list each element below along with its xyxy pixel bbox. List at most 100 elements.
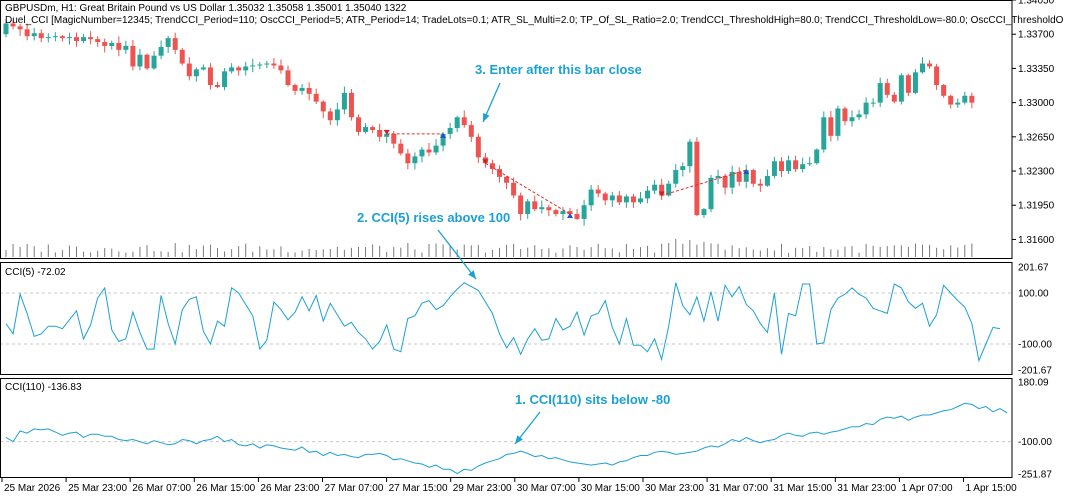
candle-body xyxy=(243,66,249,71)
candle-body xyxy=(891,94,897,102)
candle-body xyxy=(729,172,735,188)
candle-body xyxy=(588,189,594,206)
candle-body xyxy=(45,37,51,39)
candle-body xyxy=(17,26,23,30)
cci5-line xyxy=(5,282,1001,363)
candle-body xyxy=(694,141,700,216)
cci110-tick-label: -100.00 xyxy=(1018,437,1052,448)
candle-body xyxy=(750,170,756,184)
candle-body xyxy=(898,75,904,102)
candle-body xyxy=(616,195,622,203)
time-tick-label: 26 Mar 23:00 xyxy=(260,483,319,494)
candle-body xyxy=(835,108,841,136)
entry-arrow xyxy=(383,129,390,135)
candle-body xyxy=(581,205,587,219)
cci110-tick-label: -251.87 xyxy=(1018,470,1052,481)
time-tick-label: 1 Apr 07:00 xyxy=(901,483,953,494)
time-tick-label: 27 Mar 15:00 xyxy=(389,483,448,494)
candle-body xyxy=(927,63,933,67)
candle-body xyxy=(116,43,122,50)
candle-body xyxy=(468,125,474,137)
price-tick-label: 1.33000 xyxy=(1018,98,1055,109)
candle-body xyxy=(278,65,284,71)
annotation-step2-arrow-head xyxy=(468,270,476,279)
candle-body xyxy=(602,193,608,201)
candle-body xyxy=(299,87,305,91)
candle-body xyxy=(81,37,87,42)
candle-body xyxy=(638,198,643,203)
annotation-step3: 3. Enter after this bar close xyxy=(475,62,642,77)
panel-frames xyxy=(0,0,1013,478)
candle-body xyxy=(539,207,545,210)
price-tick-label: 1.33700 xyxy=(1018,30,1055,41)
candle-body xyxy=(377,129,383,137)
candle-body xyxy=(609,195,615,201)
candle-body xyxy=(828,117,834,136)
candle-body xyxy=(109,43,115,46)
candle-body xyxy=(567,211,573,215)
annotation-step1-arrow-head xyxy=(515,435,523,444)
candle-body xyxy=(102,42,108,46)
candle-body xyxy=(934,66,940,86)
candle-body xyxy=(849,117,855,122)
annotation-step1: 1. CCI(110) sits below -80 xyxy=(515,392,670,407)
panel-frame xyxy=(0,262,1013,375)
candle-body xyxy=(384,133,390,137)
candle-body xyxy=(955,102,961,105)
exit-arrow xyxy=(440,132,447,138)
candle-body xyxy=(419,149,425,157)
cci5-tick-label: -201.67 xyxy=(1018,366,1052,377)
candle-body xyxy=(271,63,277,66)
candle-body xyxy=(292,85,298,91)
candle-body xyxy=(320,101,326,112)
candle-body xyxy=(447,128,453,134)
exit-arrow xyxy=(743,169,750,175)
candle-body xyxy=(666,183,672,196)
candle-body xyxy=(193,69,199,77)
candle-body xyxy=(3,23,9,35)
candle-body xyxy=(856,114,862,118)
candle-body xyxy=(722,175,728,188)
candle-body xyxy=(652,184,658,191)
candle-body xyxy=(877,83,883,103)
candle-body xyxy=(123,45,129,50)
candle-body xyxy=(595,189,601,194)
cci5-label: CCI(5) -72.02 xyxy=(5,267,66,278)
candlesticks[interactable] xyxy=(3,19,975,226)
candle-body xyxy=(771,161,777,176)
candle-body xyxy=(165,38,171,47)
candle-body xyxy=(370,127,376,130)
candle-body xyxy=(475,136,481,158)
symbol-header: GBPUSDm, H1: Great Britain Pound vs US D… xyxy=(5,3,407,14)
candle-body xyxy=(511,182,517,196)
candle-body xyxy=(52,36,58,38)
candle-body xyxy=(821,117,827,150)
candle-body xyxy=(151,55,157,69)
price-tick-label: 1.31950 xyxy=(1018,201,1055,212)
candle-body xyxy=(172,38,178,50)
candle-body xyxy=(433,145,439,153)
candle-body xyxy=(518,195,524,215)
candle-body xyxy=(356,117,361,132)
candle-body xyxy=(814,149,820,164)
candle-body xyxy=(207,67,213,86)
annotation-step2-arrow xyxy=(437,229,477,280)
candle-body xyxy=(31,33,37,37)
candle-body xyxy=(863,102,869,115)
candle-body xyxy=(229,67,235,72)
time-tick-label: 26 Mar 07:00 xyxy=(132,483,191,494)
candle-body xyxy=(764,175,770,186)
candle-body xyxy=(842,108,848,122)
candle-body xyxy=(962,95,968,103)
price-tick-label: 1.34050 xyxy=(1018,0,1055,7)
candle-body xyxy=(736,172,742,182)
candle-body xyxy=(59,36,65,39)
candle-body xyxy=(95,39,101,43)
candle-body xyxy=(74,37,79,42)
time-tick-label: 31 Mar 23:00 xyxy=(837,483,896,494)
candle-body xyxy=(461,117,467,126)
candle-body xyxy=(10,23,16,27)
candle-body xyxy=(186,63,192,77)
